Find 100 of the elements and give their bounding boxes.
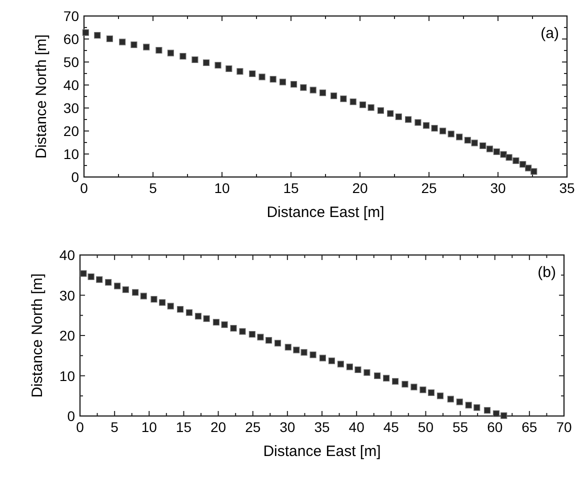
point — [368, 104, 374, 111]
x-tick-label: 40 — [348, 419, 365, 435]
point — [471, 140, 478, 146]
point — [456, 398, 463, 406]
point — [440, 128, 446, 134]
point — [293, 346, 300, 354]
point — [130, 41, 138, 48]
x-tick-label: 45 — [383, 419, 400, 435]
point — [150, 296, 158, 303]
x-tick-label: 30 — [280, 419, 296, 435]
point — [447, 396, 454, 402]
x-tick-label: 55 — [452, 419, 468, 435]
y-tick-label: 60 — [63, 31, 80, 47]
point — [520, 161, 526, 168]
point — [456, 134, 463, 140]
point — [350, 98, 356, 106]
point — [359, 101, 366, 108]
point — [122, 286, 129, 293]
point — [221, 321, 228, 328]
point — [202, 59, 210, 66]
point — [530, 168, 538, 175]
point — [167, 50, 174, 56]
point — [140, 292, 147, 300]
point — [465, 402, 472, 408]
x-tick-label: 70 — [556, 419, 572, 435]
x-axis-title: Distance East [m] — [266, 204, 384, 221]
point — [405, 116, 412, 123]
x-tick-label: 30 — [490, 180, 506, 196]
point — [236, 68, 244, 75]
point — [186, 309, 193, 316]
point — [414, 119, 422, 126]
point — [422, 122, 430, 129]
point — [328, 358, 335, 364]
point — [132, 289, 139, 296]
point — [284, 344, 292, 350]
x-tick-label: 65 — [522, 419, 538, 435]
point — [364, 369, 370, 376]
x-tick-label: 20 — [352, 180, 368, 196]
point — [270, 76, 276, 83]
point — [290, 81, 298, 88]
point — [500, 412, 508, 419]
x-tick-label: 25 — [421, 180, 437, 196]
y-axis-title: Distance North [m] — [29, 273, 46, 398]
point — [337, 360, 344, 368]
point — [354, 366, 362, 374]
point — [88, 273, 94, 280]
x-tick-label: 15 — [283, 180, 299, 196]
point — [265, 337, 272, 344]
point — [192, 56, 198, 63]
x-tick-label: 25 — [245, 419, 261, 435]
point — [330, 92, 338, 100]
point — [300, 349, 308, 356]
point — [346, 364, 353, 370]
y-tick-label: 40 — [63, 77, 80, 93]
point — [176, 306, 184, 313]
point — [512, 157, 520, 164]
y-tick-label: 0 — [71, 169, 80, 185]
point — [310, 352, 316, 358]
point — [143, 44, 150, 50]
x-tick-label: 35 — [314, 419, 330, 435]
point — [387, 110, 394, 117]
x-tick-label: 20 — [210, 419, 226, 435]
point — [383, 374, 390, 382]
point — [114, 282, 121, 290]
point — [525, 164, 532, 172]
point — [484, 407, 491, 414]
point — [420, 386, 426, 394]
y-tick-label: 20 — [63, 123, 80, 139]
point — [212, 318, 220, 326]
point — [395, 113, 402, 120]
x-tick-label: 50 — [418, 419, 434, 435]
x-tick-label: 60 — [487, 419, 503, 435]
point — [230, 324, 237, 332]
point — [80, 270, 87, 277]
point — [392, 378, 399, 385]
point — [310, 86, 316, 94]
y-tick-label: 30 — [63, 100, 80, 116]
point — [431, 124, 438, 132]
y-tick-label: 40 — [59, 247, 76, 263]
point — [464, 136, 471, 144]
point — [194, 312, 202, 320]
x-axis-title: Distance East [m] — [263, 443, 381, 460]
point — [203, 315, 210, 322]
point — [377, 107, 384, 114]
point — [82, 29, 89, 36]
point — [319, 90, 326, 96]
y-axis-title: Distance North [m] — [33, 34, 50, 159]
point — [226, 65, 232, 72]
point — [96, 276, 103, 283]
x-tick-label: 10 — [214, 180, 230, 196]
y-tick-label: 10 — [63, 146, 80, 162]
point — [492, 410, 500, 417]
x-tick-label: 5 — [110, 419, 119, 435]
annotation: (a) — [540, 25, 559, 42]
point — [167, 302, 174, 310]
x-tick-label: 10 — [141, 419, 158, 435]
x-tick-label: 15 — [176, 419, 192, 435]
point — [300, 84, 307, 91]
annotation: (b) — [538, 264, 556, 281]
y-tick-label: 20 — [59, 328, 76, 344]
